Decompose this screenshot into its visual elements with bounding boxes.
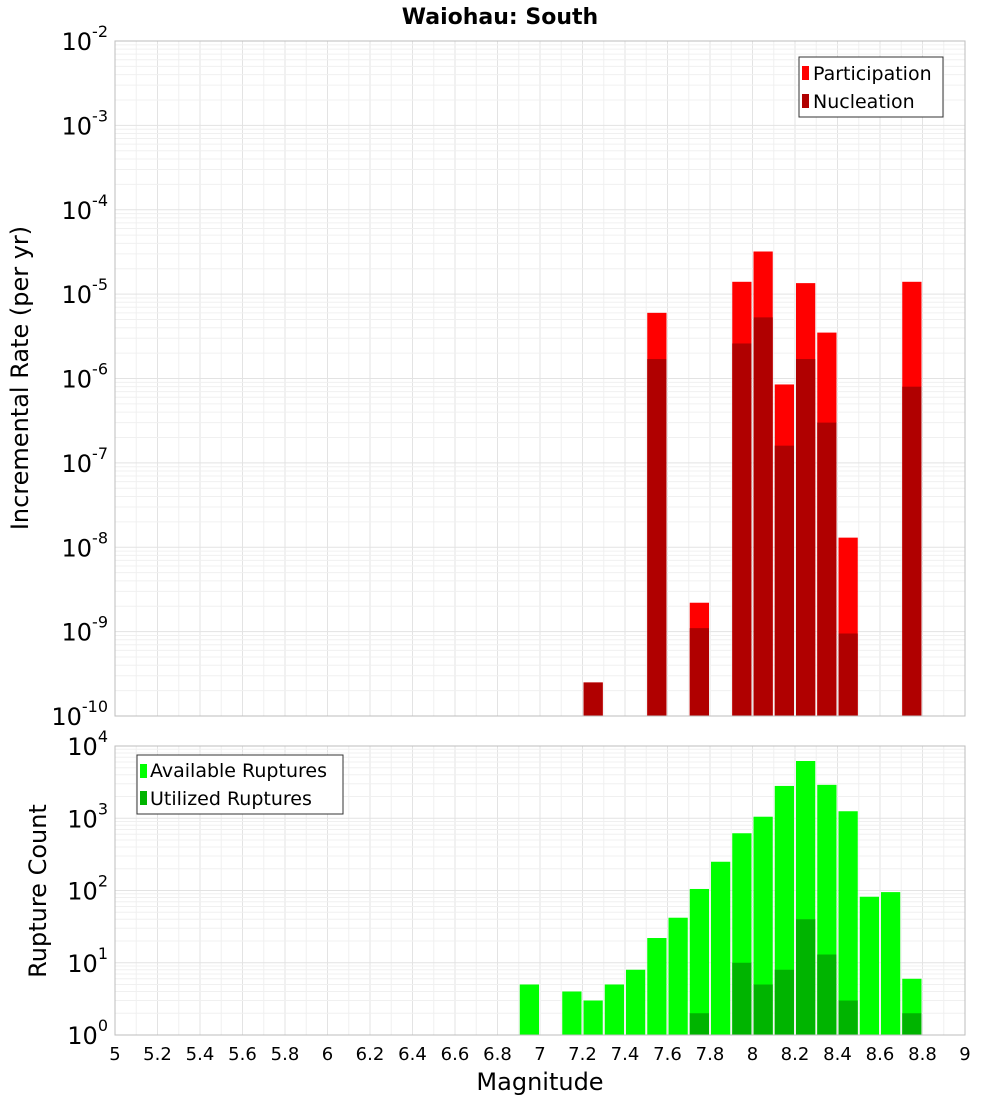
x-tick-label: 8 xyxy=(747,1044,758,1065)
bottom-y-tick-label: 104 xyxy=(67,727,108,761)
top-legend-box xyxy=(798,56,944,118)
top-y-tick-label: 10-8 xyxy=(62,528,109,562)
x-tick-label: 8.4 xyxy=(823,1044,852,1065)
bar-available-ruptures xyxy=(626,969,646,1035)
bar-nucleation xyxy=(774,445,794,716)
top-panel-bars xyxy=(583,251,922,716)
bar-nucleation xyxy=(838,633,858,716)
bar-nucleation xyxy=(753,317,773,716)
x-tick-label: 5.2 xyxy=(143,1044,172,1065)
top-panel: 10-10 10-9 10-8 10-7 10-6 10-5 10-4 10-3 10-2 In… xyxy=(6,22,966,731)
top-y-tick-label: 10-10 xyxy=(51,697,108,731)
x-tick-label: 8.6 xyxy=(866,1044,895,1065)
bar-available-ruptures xyxy=(519,984,539,1035)
x-tick-label: 5.8 xyxy=(271,1044,300,1065)
x-tick-label: 7.8 xyxy=(696,1044,725,1065)
x-tick-label: 8.8 xyxy=(908,1044,937,1065)
top-y-tick-label: 10-6 xyxy=(62,360,109,394)
bottom-y-tick-label: 103 xyxy=(67,799,108,833)
bar-nucleation xyxy=(817,422,837,716)
x-tick-label: 6.2 xyxy=(356,1044,385,1065)
bar-utilized-ruptures xyxy=(774,969,794,1035)
x-tick-label: 5 xyxy=(109,1044,120,1065)
x-tick-label: 6.4 xyxy=(398,1044,427,1065)
bottom-panel: 100 101 102 103 104 5 5.2 5.4 5.6 5.8 6 6.2 6.4 6.6 6… xyxy=(24,727,971,1096)
x-tick-label: 7.2 xyxy=(568,1044,597,1065)
x-tick-label: 6.6 xyxy=(441,1044,470,1065)
top-y-axis-label: Incremental Rate (per yr) xyxy=(6,226,34,530)
x-tick-label: 7 xyxy=(534,1044,545,1065)
top-plot-frame xyxy=(114,40,966,717)
legend-swatch-utilized-ruptures xyxy=(140,791,147,805)
top-y-tick-label: 10-9 xyxy=(62,613,109,647)
legend-swatch-nucleation xyxy=(802,94,809,108)
top-y-tick-label: 10-5 xyxy=(62,275,109,309)
bar-available-ruptures xyxy=(668,917,688,1035)
top-y-tick-label: 10-7 xyxy=(62,444,109,478)
bar-available-ruptures xyxy=(647,938,667,1035)
bar-utilized-ruptures xyxy=(796,919,816,1035)
legend-swatch-available-ruptures xyxy=(140,764,147,778)
x-tick-label: 6.8 xyxy=(483,1044,512,1065)
bar-utilized-ruptures xyxy=(817,954,837,1035)
x-tick-label: 6 xyxy=(322,1044,333,1065)
top-legend: Participation Nucleation xyxy=(798,56,944,118)
legend-swatch-participation xyxy=(802,66,809,80)
x-tick-label: 5.6 xyxy=(228,1044,257,1065)
top-panel-grid xyxy=(114,41,966,717)
bar-available-ruptures xyxy=(604,984,624,1035)
bar-utilized-ruptures xyxy=(732,962,752,1035)
x-tick-label: 8.2 xyxy=(781,1044,810,1065)
legend-label-nucleation: Nucleation xyxy=(813,91,915,113)
bottom-y-axis-label: Rupture Count xyxy=(24,804,52,978)
x-tick-labels: 5 5.2 5.4 5.6 5.8 6 6.2 6.4 6.6 6.8 7 7.2 7.4 7.6 7.8 8… xyxy=(109,1044,970,1065)
x-tick-label: 9 xyxy=(959,1044,970,1065)
bar-nucleation xyxy=(796,359,816,716)
bar-nucleation xyxy=(732,343,752,716)
x-tick-label: 7.6 xyxy=(653,1044,682,1065)
bottom-legend: Available Ruptures Utilized Ruptures xyxy=(136,754,344,815)
bar-available-ruptures xyxy=(881,892,901,1035)
bar-utilized-ruptures xyxy=(838,1000,858,1035)
bar-nucleation xyxy=(647,359,667,716)
bottom-panel-bars xyxy=(519,760,922,1035)
bar-available-ruptures xyxy=(753,816,773,1035)
top-y-tick-labels: 10-10 10-9 10-8 10-7 10-6 10-5 10-4 10-3 10-2 xyxy=(51,22,108,731)
top-y-tick-label: 10-3 xyxy=(62,106,109,140)
x-tick-label: 5.4 xyxy=(186,1044,215,1065)
bar-nucleation xyxy=(583,682,603,716)
x-tick-label: 7.4 xyxy=(611,1044,640,1065)
bar-utilized-ruptures xyxy=(902,1013,922,1035)
bottom-y-tick-label: 100 xyxy=(67,1016,108,1050)
bar-available-ruptures xyxy=(838,811,858,1035)
top-y-tick-label: 10-4 xyxy=(62,191,109,225)
bar-nucleation xyxy=(689,628,709,716)
bar-nucleation xyxy=(902,386,922,716)
bottom-y-tick-label: 101 xyxy=(67,944,108,978)
legend-label-utilized-ruptures: Utilized Ruptures xyxy=(150,788,312,810)
x-axis-label: Magnitude xyxy=(476,1068,603,1096)
bar-available-ruptures xyxy=(562,991,582,1035)
legend-label-participation: Participation xyxy=(813,63,932,85)
chart-title: Waiohau: South xyxy=(402,5,598,30)
bar-available-ruptures xyxy=(859,896,879,1035)
bar-utilized-ruptures xyxy=(753,984,773,1035)
legend-label-available-ruptures: Available Ruptures xyxy=(150,760,327,782)
bar-available-ruptures xyxy=(689,888,709,1035)
bottom-y-tick-label: 102 xyxy=(67,872,108,906)
top-y-tick-label: 10-2 xyxy=(62,22,109,56)
bar-available-ruptures xyxy=(583,1000,603,1035)
bar-available-ruptures xyxy=(711,861,731,1035)
bottom-legend-box xyxy=(136,754,344,815)
bar-utilized-ruptures xyxy=(689,1013,709,1035)
bottom-plot-frame xyxy=(114,745,966,1036)
bottom-y-tick-labels: 100 101 102 103 104 xyxy=(67,727,108,1050)
